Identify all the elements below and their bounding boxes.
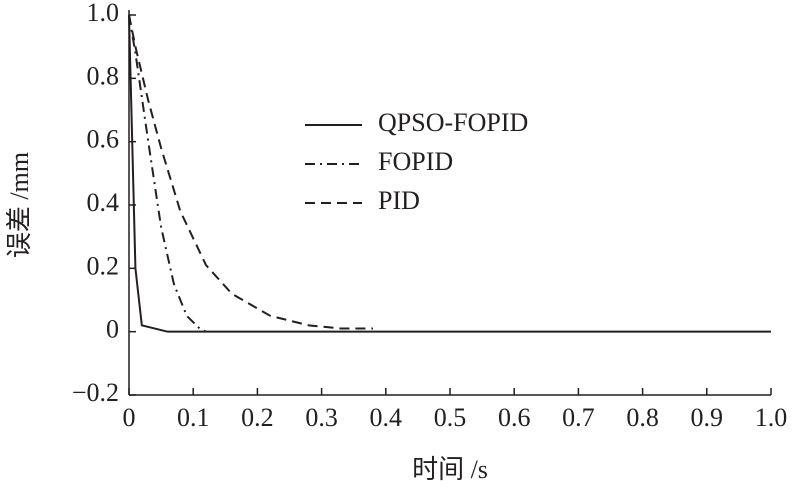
x-tick-label: 1.0 [755, 403, 788, 432]
x-tick-label: 0.1 [177, 403, 210, 432]
x-tick-label: 0.7 [562, 403, 595, 432]
x-tick-label: 0.6 [498, 403, 531, 432]
series-line [128, 14, 207, 333]
x-tick-label: 0.4 [370, 403, 403, 432]
y-tick-label: 0.6 [87, 125, 120, 154]
x-tick-label: 0.8 [626, 403, 659, 432]
legend-label: PID [378, 186, 420, 215]
x-tick-label: 0 [123, 403, 136, 432]
y-tick-label: −0.2 [72, 378, 119, 407]
legend-label: FOPID [378, 147, 453, 176]
y-tick-label: 1.0 [87, 0, 120, 27]
legend-label: QPSO-FOPID [378, 108, 528, 137]
x-tick-label: 0.5 [434, 403, 467, 432]
y-tick-label: 0.2 [87, 251, 120, 280]
x-axis-label: 时间 /s [412, 455, 488, 484]
y-tick-label: 0.8 [87, 61, 120, 90]
x-tick-label: 0.2 [241, 403, 274, 432]
y-tick-label: 0 [106, 315, 119, 344]
y-tick-label: 0.4 [87, 188, 120, 217]
series-line [128, 14, 373, 330]
x-tick-label: 0.9 [691, 403, 724, 432]
x-tick-label: 0.3 [305, 403, 338, 432]
y-axis-label: 误差 /mm [5, 152, 34, 258]
series-line [128, 14, 771, 333]
